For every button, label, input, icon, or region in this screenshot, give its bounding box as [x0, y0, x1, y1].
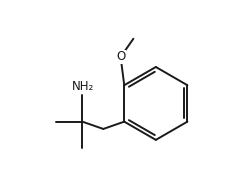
Text: NH₂: NH₂: [72, 80, 94, 93]
Text: O: O: [115, 51, 125, 63]
